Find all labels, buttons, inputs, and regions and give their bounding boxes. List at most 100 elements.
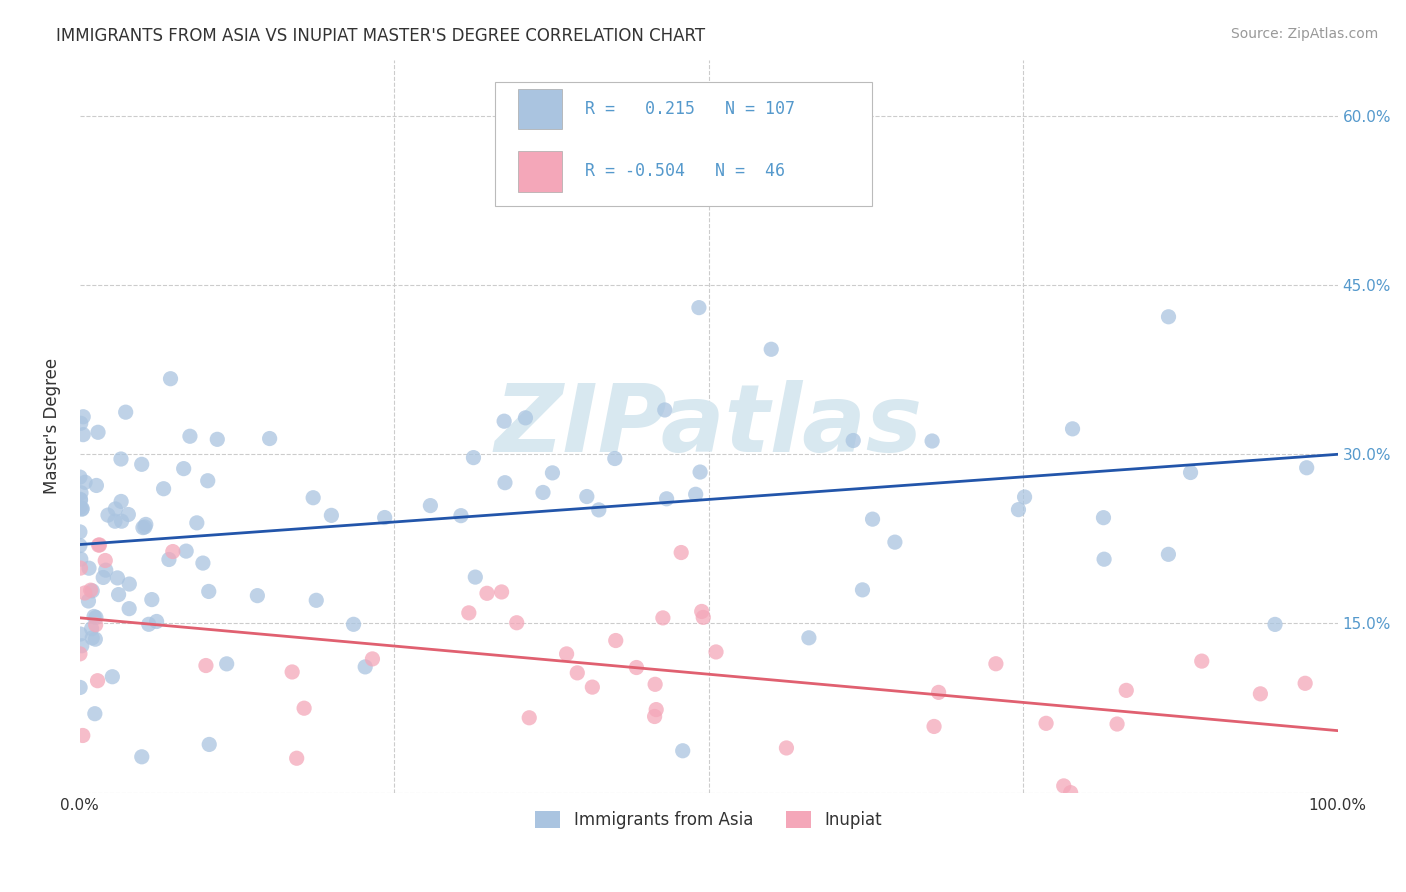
Point [517,711,540,725]
Point [928,685,950,699]
Point [89,538,111,552]
Point [77,561,100,575]
Point [921,434,943,448]
Point [259,432,281,446]
Y-axis label: Master's Degree: Master's Degree [44,358,60,494]
Point [77,594,100,608]
Point [588,503,610,517]
Point [1294,676,1316,690]
Point [651,611,673,625]
Point [292,701,315,715]
Point [110,452,132,467]
Point [79,583,101,598]
Point [704,645,727,659]
Point [1014,490,1036,504]
Point [1062,422,1084,436]
Point [842,434,865,448]
Point [1191,654,1213,668]
Point [84,632,107,647]
Point [1295,460,1317,475]
Point [922,719,945,733]
Point [69,524,91,539]
Point [84,617,107,632]
Point [70,485,93,500]
Point [69,552,91,566]
Point [101,670,124,684]
Point [463,450,485,465]
Point [87,538,110,552]
Point [141,592,163,607]
Point [94,553,117,567]
Point [191,556,214,570]
Point [174,544,197,558]
Point [494,475,516,490]
Point [94,563,117,577]
Point [797,631,820,645]
Point [107,588,129,602]
Point [83,706,105,721]
Point [567,665,589,680]
Point [246,589,269,603]
Point [305,593,328,607]
Point [157,552,180,566]
Point [173,461,195,475]
Point [69,539,91,553]
Text: R = -0.504   N =  46: R = -0.504 N = 46 [585,162,786,180]
Point [159,372,181,386]
Point [118,577,141,591]
Point [69,561,91,575]
Point [506,615,529,630]
Point [645,703,668,717]
Point [72,409,94,424]
Point [494,414,516,428]
Point [83,609,105,624]
Point [162,544,184,558]
Point [689,465,711,479]
Point [321,508,343,523]
Point [475,586,498,600]
Point [626,660,648,674]
Point [285,751,308,765]
Point [118,601,141,615]
Point [1249,687,1271,701]
Point [419,499,441,513]
Text: R =   0.215   N = 107: R = 0.215 N = 107 [585,100,796,118]
Point [374,510,396,524]
Point [73,586,96,600]
Point [1092,552,1115,566]
Point [690,604,713,618]
Point [1007,502,1029,516]
Point [75,475,97,490]
Point [84,610,107,624]
Point [464,570,486,584]
Point [117,508,139,522]
Point [110,494,132,508]
Point [87,425,110,440]
Point [581,680,603,694]
Point [70,501,93,516]
Point [1107,717,1129,731]
Point [1059,786,1081,800]
Point [72,729,94,743]
Bar [517,152,561,192]
Point [70,502,93,516]
Point [654,403,676,417]
Point [91,570,114,584]
Point [69,492,91,507]
Point [605,633,627,648]
Legend: Immigrants from Asia, Inupiat: Immigrants from Asia, Inupiat [529,804,889,836]
Point [1180,466,1202,480]
Point [197,584,219,599]
Point [457,606,479,620]
Point [655,491,678,506]
Point [883,535,905,549]
Point [984,657,1007,671]
Point [1157,310,1180,324]
Point [531,485,554,500]
Point [131,749,153,764]
Point [145,615,167,629]
Point [644,709,666,723]
Point [135,517,157,532]
Point [197,474,219,488]
Point [104,514,127,528]
